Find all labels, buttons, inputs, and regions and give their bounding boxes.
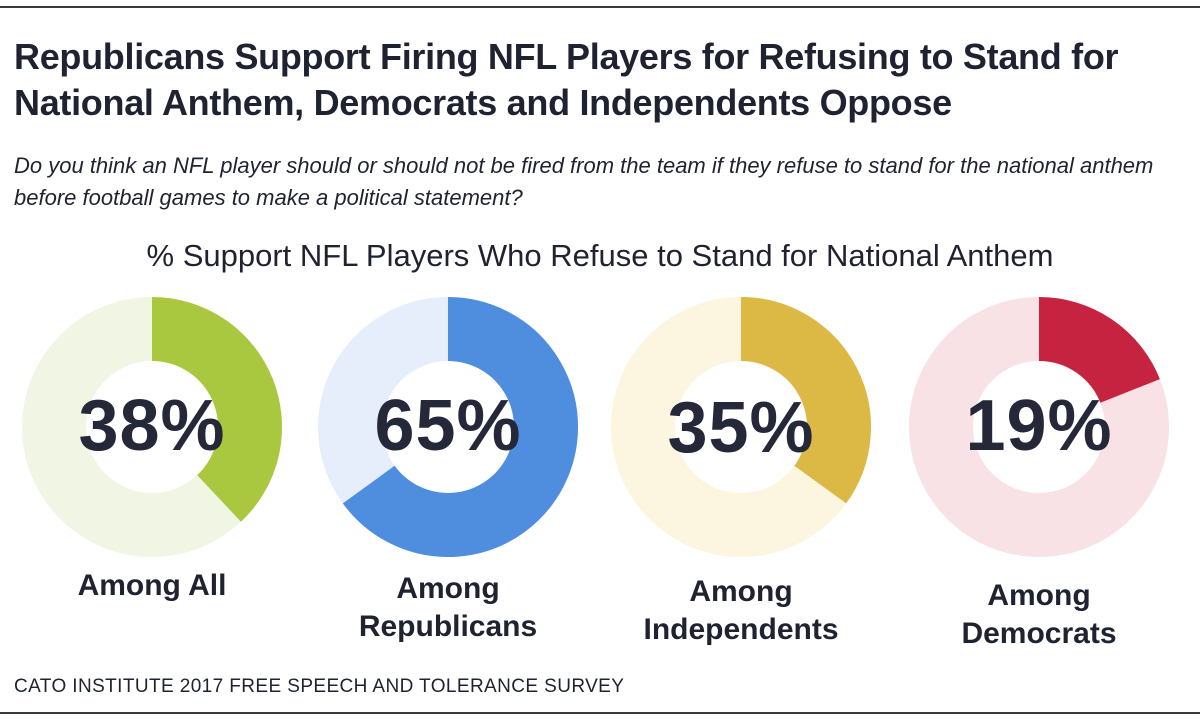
survey-question: Do you think an NFL player should or sho…: [14, 153, 1154, 210]
group-label-line1: Among: [689, 575, 793, 608]
group-label-line1: Among: [987, 579, 1091, 612]
group-label-line2: Democrats: [961, 617, 1117, 650]
value-label-among-all: 38%: [78, 386, 226, 466]
group-label-line1: Among All: [77, 569, 227, 602]
value-label-among-independents: 35%: [667, 388, 815, 468]
source-note: CATO INSTITUTE 2017 FREE SPEECH AND TOLE…: [14, 676, 625, 697]
donut-value-arc: [150, 297, 282, 522]
chart-title: Republicans Support Firing NFL Players f…: [14, 36, 1119, 123]
donut-among-all: [22, 297, 282, 557]
value-label-among-democrats: 19%: [965, 386, 1113, 466]
group-label-line1: Among: [396, 572, 500, 605]
bottom-rule: [0, 712, 1200, 714]
donut-among-democrats: [909, 297, 1169, 557]
group-label-among-all: Among All: [20, 567, 284, 605]
group-label-among-republicans: Among Republicans: [316, 570, 580, 646]
group-label-among-independents: Among Independents: [609, 573, 873, 649]
value-label-among-republicans: 65%: [374, 386, 522, 466]
donut-among-independents: [611, 297, 871, 557]
group-label-line2: Independents: [643, 613, 839, 646]
donut-value-arc: [1037, 297, 1160, 404]
top-rule: [0, 6, 1200, 8]
group-label-among-democrats: Among Democrats: [907, 577, 1171, 653]
donut-value-arc: [342, 297, 578, 557]
donut-among-republicans: [318, 297, 578, 557]
chart-subtitle: % Support NFL Players Who Refuse to Stan…: [146, 238, 1054, 273]
group-label-line2: Republicans: [358, 610, 538, 643]
donut-value-arc: [739, 297, 871, 504]
